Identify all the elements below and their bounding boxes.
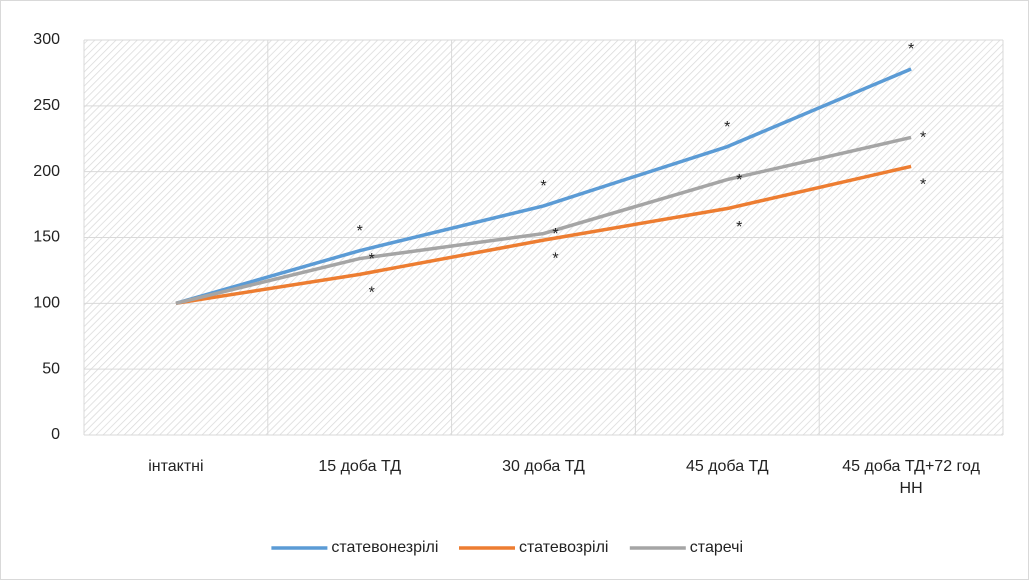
annotation: * bbox=[369, 251, 375, 268]
y-tick-label: 250 bbox=[33, 97, 60, 114]
annotation: * bbox=[357, 223, 363, 240]
annotation: * bbox=[920, 177, 926, 194]
annotation: * bbox=[540, 178, 546, 195]
annotation: * bbox=[920, 130, 926, 147]
x-tick-label: 30 доба ТД bbox=[502, 458, 585, 475]
y-tick-label: 300 bbox=[33, 31, 60, 48]
series-line bbox=[175, 135, 912, 306]
y-tick-label: 100 bbox=[33, 295, 60, 312]
legend-label: статевонезрілі bbox=[331, 539, 438, 556]
annotation: * bbox=[724, 119, 730, 136]
y-tick-label: 0 bbox=[51, 426, 60, 443]
y-tick-label: 50 bbox=[42, 360, 60, 377]
series-line bbox=[175, 164, 912, 306]
legend-label: статевозрілі bbox=[519, 539, 608, 556]
series-line bbox=[175, 67, 912, 306]
annotation: * bbox=[736, 219, 742, 236]
annotation: * bbox=[369, 285, 375, 302]
x-tick-label: 45 доба ТД bbox=[685, 458, 769, 475]
annotation: * bbox=[552, 250, 558, 267]
x-tick-label: 45 доба ТД+72 год НН bbox=[842, 458, 980, 497]
y-tick-label: 150 bbox=[33, 229, 60, 246]
y-tick-label: 200 bbox=[33, 163, 60, 180]
legend-label: старечі bbox=[690, 539, 743, 556]
x-tick-label: 15 доба ТД bbox=[318, 458, 402, 475]
annotation: * bbox=[736, 172, 742, 189]
x-tick-label: інтактні bbox=[148, 458, 204, 475]
annotation: * bbox=[552, 226, 558, 243]
annotation: * bbox=[908, 41, 914, 58]
